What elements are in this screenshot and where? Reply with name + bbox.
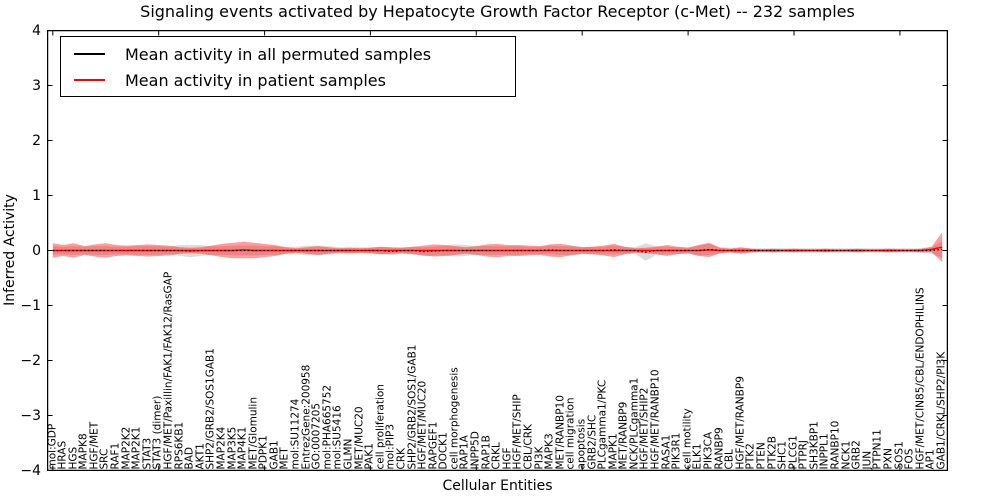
legend: Mean activity in all permuted samples Me… — [60, 36, 516, 97]
y-tick-label: 0 — [32, 242, 41, 259]
y-tick-label: 1 — [32, 187, 41, 204]
y-tick-label: 4 — [32, 22, 41, 39]
x-axis-label: Cellular Entities — [442, 478, 553, 494]
y-tick-label: −2 — [20, 352, 41, 369]
plot-frame — [46, 29, 949, 472]
chart-title: Signaling events activated by Hepatocyte… — [140, 2, 855, 21]
y-tick-label: 2 — [32, 132, 41, 149]
y-tick-label: −3 — [20, 407, 41, 424]
patient-band — [52, 232, 943, 263]
legend-entry-permuted: Mean activity in all permuted samples — [61, 41, 515, 67]
plot-area — [46, 29, 949, 472]
legend-label-patient: Mean activity in patient samples — [125, 70, 386, 90]
legend-red-line-icon — [74, 79, 105, 81]
y-tick-label: 3 — [32, 77, 41, 94]
legend-black-line-icon — [74, 53, 105, 55]
x-entity-label: HGF/MET/CIN85/CBL/ENDOPHILINS — [914, 287, 927, 469]
x-entity-label: GAB1/CRKL/SHP2/PI3K — [935, 351, 948, 469]
legend-entry-patient: Mean activity in patient samples — [61, 67, 515, 93]
plot-svg — [46, 29, 949, 472]
y-tick-label: −1 — [20, 297, 41, 314]
y-tick-label: −4 — [20, 462, 41, 479]
legend-label-permuted: Mean activity in all permuted samples — [125, 44, 432, 64]
permuted-mean-line — [52, 248, 943, 253]
